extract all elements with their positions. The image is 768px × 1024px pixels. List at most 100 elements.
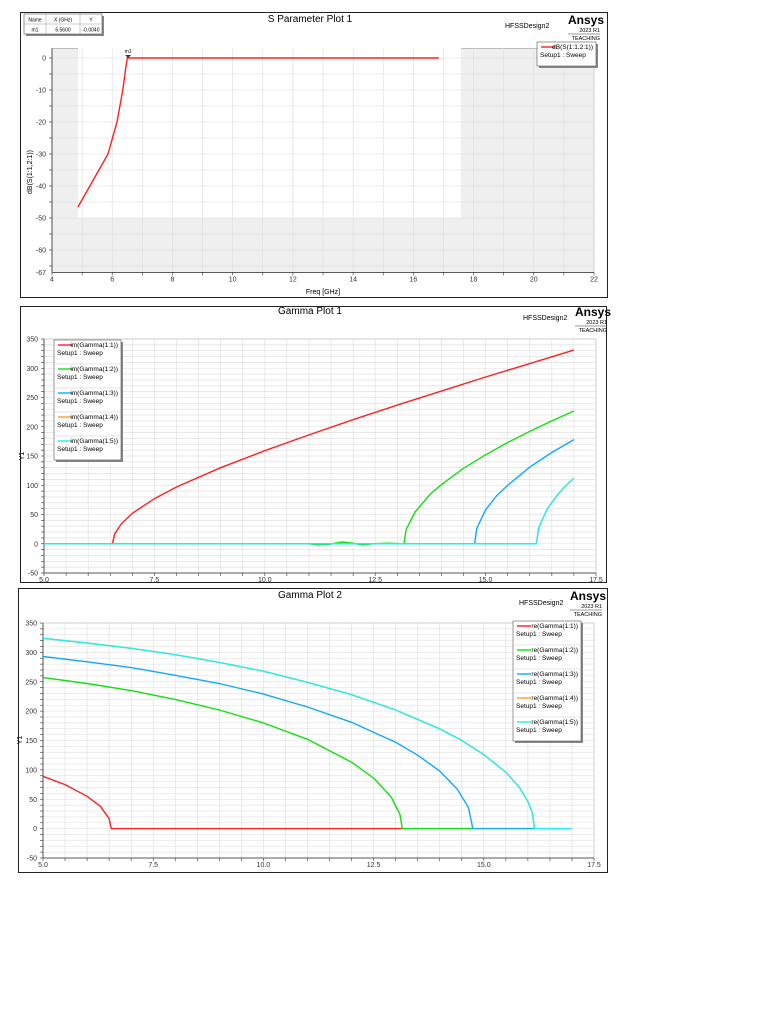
- y-tick-label: 50: [29, 797, 37, 804]
- x-tick-label: 15.0: [479, 577, 493, 584]
- x-tick-label: 15.0: [477, 862, 491, 869]
- legend-setup: Setup1 : Sweep: [516, 703, 562, 710]
- design-name: HFSSDesign2: [519, 600, 563, 607]
- marker-table-header: X (GHz): [54, 18, 72, 24]
- chart-panel-3: 5.0 7.5 10.0 12.5 15.0 17.5 350 300 250 200 150 100…: [17, 588, 608, 873]
- y-tick-label: 300: [25, 650, 37, 657]
- x-tick-label: 8: [170, 276, 174, 283]
- series-line-2: [42, 676, 473, 830]
- y-tick-label: 200: [26, 424, 38, 431]
- y-tick-label: 350: [25, 621, 37, 628]
- y-tick-label: 250: [26, 395, 38, 402]
- y-axis-label: Y1: [17, 736, 24, 745]
- x-tick-label: 10: [229, 276, 237, 283]
- marker-table-header: Y: [89, 18, 93, 24]
- x-tick-label: 6: [110, 276, 114, 283]
- legend-box: [512, 620, 582, 742]
- legend-series-name: re(Gamma(1:4)): [531, 695, 578, 702]
- legend: dB(S(1:1,2:1))Setup1 : Sweep: [536, 41, 597, 67]
- series-line-5: [44, 477, 575, 545]
- logo-version: 2023 R1: [579, 28, 600, 34]
- x-tick-label: 18: [470, 276, 478, 283]
- x-tick-label: 4: [50, 276, 54, 283]
- y-tick-label: 350: [26, 337, 38, 344]
- y-tick-label: 150: [26, 454, 38, 461]
- x-tick-label: 12.5: [367, 862, 381, 869]
- x-tick-label: 5.0: [38, 862, 48, 869]
- y-tick-label: -10: [36, 88, 46, 95]
- series-line-3: [42, 655, 535, 830]
- data-region: [78, 48, 461, 218]
- legend-series-name: re(Gamma(1:3)): [531, 671, 578, 678]
- legend-setup: Setup1 : Sweep: [57, 422, 103, 429]
- chart-title: Gamma Plot 1: [278, 306, 342, 317]
- x-tick-label: 10.0: [257, 862, 271, 869]
- y-tick-label: -67: [36, 270, 46, 277]
- logo-version: 2023 R1: [586, 320, 607, 326]
- logo-edition: TEACHING: [574, 612, 602, 618]
- x-tick-label: 7.5: [148, 862, 158, 869]
- logo-edition: TEACHING: [572, 36, 600, 42]
- chart-panel-2: 5.0 7.5 10.0 12.5 15.0 17.5 350 300 250 200 150 100…: [19, 305, 611, 584]
- series-line-3: [44, 438, 575, 545]
- chart-panel-1: 4 6 8 10 12 14 16 18 20 22 0 -10 -20 -30 -40 -50 -60 -67 S…: [20, 12, 608, 298]
- chart-title: Gamma Plot 2: [278, 590, 342, 601]
- x-tick-label: 12: [289, 276, 297, 283]
- y-tick-label: 50: [30, 512, 38, 519]
- marker-table: Name m1 X (GHz) 6.5600 Y -0.0040: [23, 13, 104, 36]
- legend-series-name: re(Gamma(1:2)): [531, 647, 578, 654]
- legend-setup: Setup1 : Sweep: [57, 350, 103, 357]
- legend-setup: Setup1 : Sweep: [516, 727, 562, 734]
- marker-table-cell: -0.0040: [83, 28, 100, 34]
- x-tick-label: 7.5: [150, 577, 160, 584]
- y-tick-label: -20: [36, 120, 46, 127]
- legend: re(Gamma(1:1))Setup1 : Sweepre(Gamma(1:2…: [512, 620, 582, 742]
- marker-table-cell: m1: [32, 28, 39, 34]
- legend-setup: Setup1 : Sweep: [516, 679, 562, 686]
- legend-series-name: re(Gamma(1:5)): [531, 719, 578, 726]
- y-tick-label: 150: [25, 738, 37, 745]
- legend-series-name: im(Gamma(1:3)): [70, 390, 118, 397]
- y-axis-label: Y1: [19, 452, 26, 461]
- series-line-1: [42, 775, 403, 830]
- series-line-1: [44, 349, 575, 545]
- logo-brand: Ansys: [575, 305, 611, 319]
- y-tick-label: -40: [36, 184, 46, 191]
- y-tick-label: 200: [25, 709, 37, 716]
- design-name: HFSSDesign2: [505, 23, 549, 30]
- y-axis-label: dB(S(1:1,2:1)): [27, 150, 34, 194]
- y-tick-label: 100: [26, 483, 38, 490]
- legend-series-name: im(Gamma(1:5)): [70, 438, 118, 445]
- legend-box: [536, 41, 597, 67]
- marker-table-cell: 6.5600: [55, 28, 71, 34]
- x-tick-label: 22: [590, 276, 598, 283]
- legend-box: [53, 339, 122, 461]
- y-tick-label: -50: [28, 571, 38, 578]
- y-tick-label: 0: [33, 826, 37, 833]
- legend-setup: Setup1 : Sweep: [516, 631, 562, 638]
- y-tick-label: -60: [36, 248, 46, 255]
- y-tick-label: 300: [26, 366, 38, 373]
- x-tick-label: 12.5: [368, 577, 382, 584]
- x-axis-label: Freq [GHz]: [306, 289, 340, 296]
- x-tick-label: 5.0: [39, 577, 49, 584]
- legend-setup: Setup1 : Sweep: [540, 52, 586, 59]
- y-tick-label: 0: [42, 56, 46, 63]
- legend-series-name: dB(S(1:1,2:1)): [552, 44, 593, 51]
- marker-table-header: Name: [28, 18, 42, 24]
- design-name: HFSSDesign2: [523, 315, 567, 322]
- marker-icon: [125, 55, 132, 59]
- legend-setup: Setup1 : Sweep: [516, 655, 562, 662]
- logo-brand: Ansys: [570, 589, 606, 603]
- legend-series-name: re(Gamma(1:1)): [531, 623, 578, 630]
- y-tick-label: 0: [34, 541, 38, 548]
- legend-series-name: im(Gamma(1:4)): [70, 414, 118, 421]
- x-tick-label: 17.5: [589, 577, 603, 584]
- legend: im(Gamma(1:1))Setup1 : Sweepim(Gamma(1:2…: [53, 339, 122, 461]
- x-tick-label: 17.5: [587, 862, 601, 869]
- y-tick-label: 250: [25, 679, 37, 686]
